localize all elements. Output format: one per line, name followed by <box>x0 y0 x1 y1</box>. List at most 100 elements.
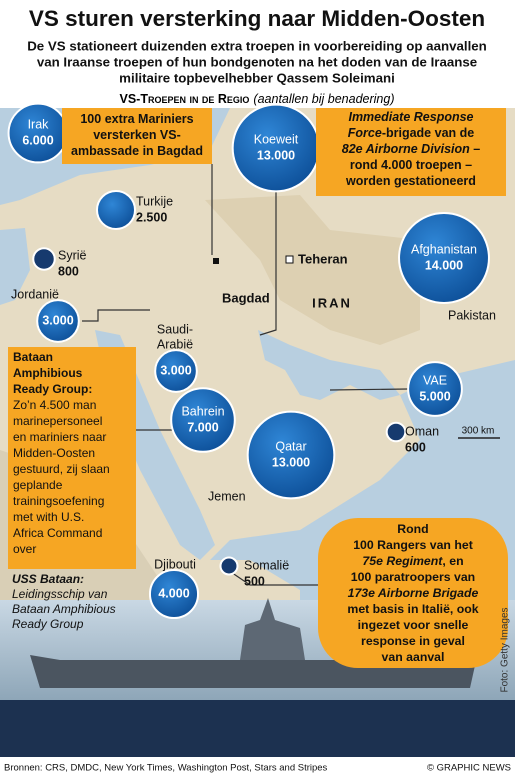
callout-line-part: ingezet voor snelle <box>358 618 469 632</box>
callout-line-part: Bataan <box>13 350 53 364</box>
callout-line-part: en mariniers naar <box>13 430 106 444</box>
note-box <box>0 700 515 757</box>
troop-value: 800 <box>58 264 79 278</box>
city-marker <box>213 258 219 264</box>
callout-line-part: Force <box>348 126 382 140</box>
troop-value: 4.000 <box>158 586 189 600</box>
callout-line: Bataan <box>13 350 53 364</box>
leader-line <box>259 190 277 336</box>
troop-label: Koeweit <box>254 132 299 146</box>
place-label: Bagdad <box>222 290 270 305</box>
troop-label: Irak <box>28 117 50 131</box>
troop-value: 500 <box>244 574 265 588</box>
callout-line-part: Amphibious <box>13 366 83 380</box>
title: VS sturen versterking naar Midden-Oosten <box>29 6 485 31</box>
troop-value: 6.000 <box>22 133 53 147</box>
callout-line-part: van aanval <box>382 650 445 664</box>
callout-line-part: response in geval <box>361 634 465 648</box>
callout-line-part: Ready Group: <box>13 382 92 396</box>
place-label: Teheran <box>298 251 348 266</box>
callout-line: 100 paratroopers van <box>351 570 475 584</box>
callout-line: ambassade in Bagdad <box>71 144 203 158</box>
callout-line: 100 extra Mariniers <box>80 112 193 126</box>
troop-label: Qatar <box>275 439 306 453</box>
callout-line-part: met basis in Italië, ook <box>347 602 478 616</box>
section-note: (aantallen bij benadering) <box>253 92 394 106</box>
place-labels: Bagdad Teheran IRAN Pakistan Jemen 300 km <box>208 251 496 503</box>
troop-label: Turkije <box>136 194 173 208</box>
caption-line: Ready Group <box>12 617 84 631</box>
troop-label: Afghanistan <box>411 242 477 256</box>
troop-circle <box>398 212 490 304</box>
troop-value: 13.000 <box>272 455 310 469</box>
callout-line: Zo’n 4.500 man <box>13 398 96 412</box>
callout-line-part: 82e Airborne Division <box>342 142 470 156</box>
callout-box <box>62 108 212 164</box>
callout-line: met with U.S. <box>13 510 84 524</box>
callout-line: 100 Rangers van het <box>353 538 473 552</box>
subtitle: De VS stationeert duizenden extra troepe… <box>27 39 487 86</box>
callout-line: rond 4.000 troepen – <box>350 158 472 172</box>
troop-circle <box>148 568 200 620</box>
callout-line: over <box>13 542 36 556</box>
subtitle-line: militaire topbevelhebber Qassem Soleiman… <box>119 71 395 86</box>
caption-line-part: Bataan Amphibious <box>12 602 116 616</box>
callout-box <box>318 518 508 668</box>
callout-line: Ready Group: <box>13 382 92 396</box>
troop-circle <box>246 410 336 500</box>
troop-value: 2.500 <box>136 210 167 224</box>
troop-label: VAE <box>423 373 447 387</box>
subtitle-line: De VS stationeert duizenden extra troepe… <box>27 39 487 54</box>
deployments: Irak 6.000 Koeweit 13.000 Turkije 2.500 Syrië 8… <box>7 102 490 620</box>
caption-line-part: USS Bataan: <box>12 572 84 586</box>
callout-line: Rond <box>397 522 428 536</box>
troop-label: Arabië <box>157 337 193 351</box>
caption-line-part: Leidingsschip van <box>12 587 108 601</box>
place-label: IRAN <box>312 295 352 310</box>
sea <box>0 228 30 305</box>
troop-label: Jordanië <box>11 287 59 301</box>
troop-value: 14.000 <box>425 258 463 272</box>
callout-line-part: , en <box>442 554 463 568</box>
caption-line-part: Ready Group <box>12 617 84 631</box>
place-label: Jemen <box>208 489 246 503</box>
troop-circle <box>32 247 56 271</box>
callout-box <box>8 347 136 569</box>
place-label: Pakistan <box>448 308 496 322</box>
callout-line: van aanval <box>382 650 445 664</box>
callout-line: 173e Airborne Brigade <box>348 586 479 600</box>
callout-line: gestuurd, zij slaan <box>13 462 110 476</box>
callout-line-part: geplande <box>13 478 63 492</box>
troop-value: 3.000 <box>42 313 73 327</box>
callout-line-part: trainingsoefening <box>13 494 104 508</box>
callout-line: response in geval <box>361 634 465 648</box>
troop-label: Djibouti <box>154 557 196 571</box>
callout-line: 75e Regiment, en <box>362 554 463 568</box>
callout-line-part: marinepersoneel <box>13 414 102 428</box>
callout-line-part: Midden-Oosten <box>13 446 95 460</box>
troop-circle <box>36 299 80 343</box>
troop-circle <box>170 387 236 453</box>
callout-line-part: – <box>470 142 480 156</box>
callout-line-part: ambassade in Bagdad <box>71 144 203 158</box>
callout-line: geplande <box>13 478 63 492</box>
caption-line: Bataan Amphibious <box>12 602 116 616</box>
copyright: © GRAPHIC NEWS <box>427 763 511 774</box>
callout-line: Force-brigade van de <box>348 126 474 140</box>
callout-line-part: 173e Airborne Brigade <box>348 586 479 600</box>
callout-line-part: gestuurd, zij slaan <box>13 462 110 476</box>
callout-line-part: Zo’n 4.500 man <box>13 398 96 412</box>
persian-gulf <box>258 330 400 400</box>
callout-line: Immediate Response <box>348 110 473 124</box>
leader-line <box>329 388 409 391</box>
callout-line: met basis in Italië, ook <box>347 602 478 616</box>
city-marker <box>285 255 294 264</box>
troop-value: 7.000 <box>187 420 218 434</box>
callout-line-part: rond 4.000 troepen – <box>350 158 472 172</box>
callout-line-part: worden gestationeerd <box>345 174 476 188</box>
callout-line-part: over <box>13 542 36 556</box>
callout-line-part: 75e Regiment <box>362 554 443 568</box>
callout-line-part: 100 extra Mariniers <box>80 112 193 126</box>
section-heading: VS-Troepen in de Regio (aantallen bij ben… <box>119 92 394 106</box>
iran-land <box>205 195 420 345</box>
